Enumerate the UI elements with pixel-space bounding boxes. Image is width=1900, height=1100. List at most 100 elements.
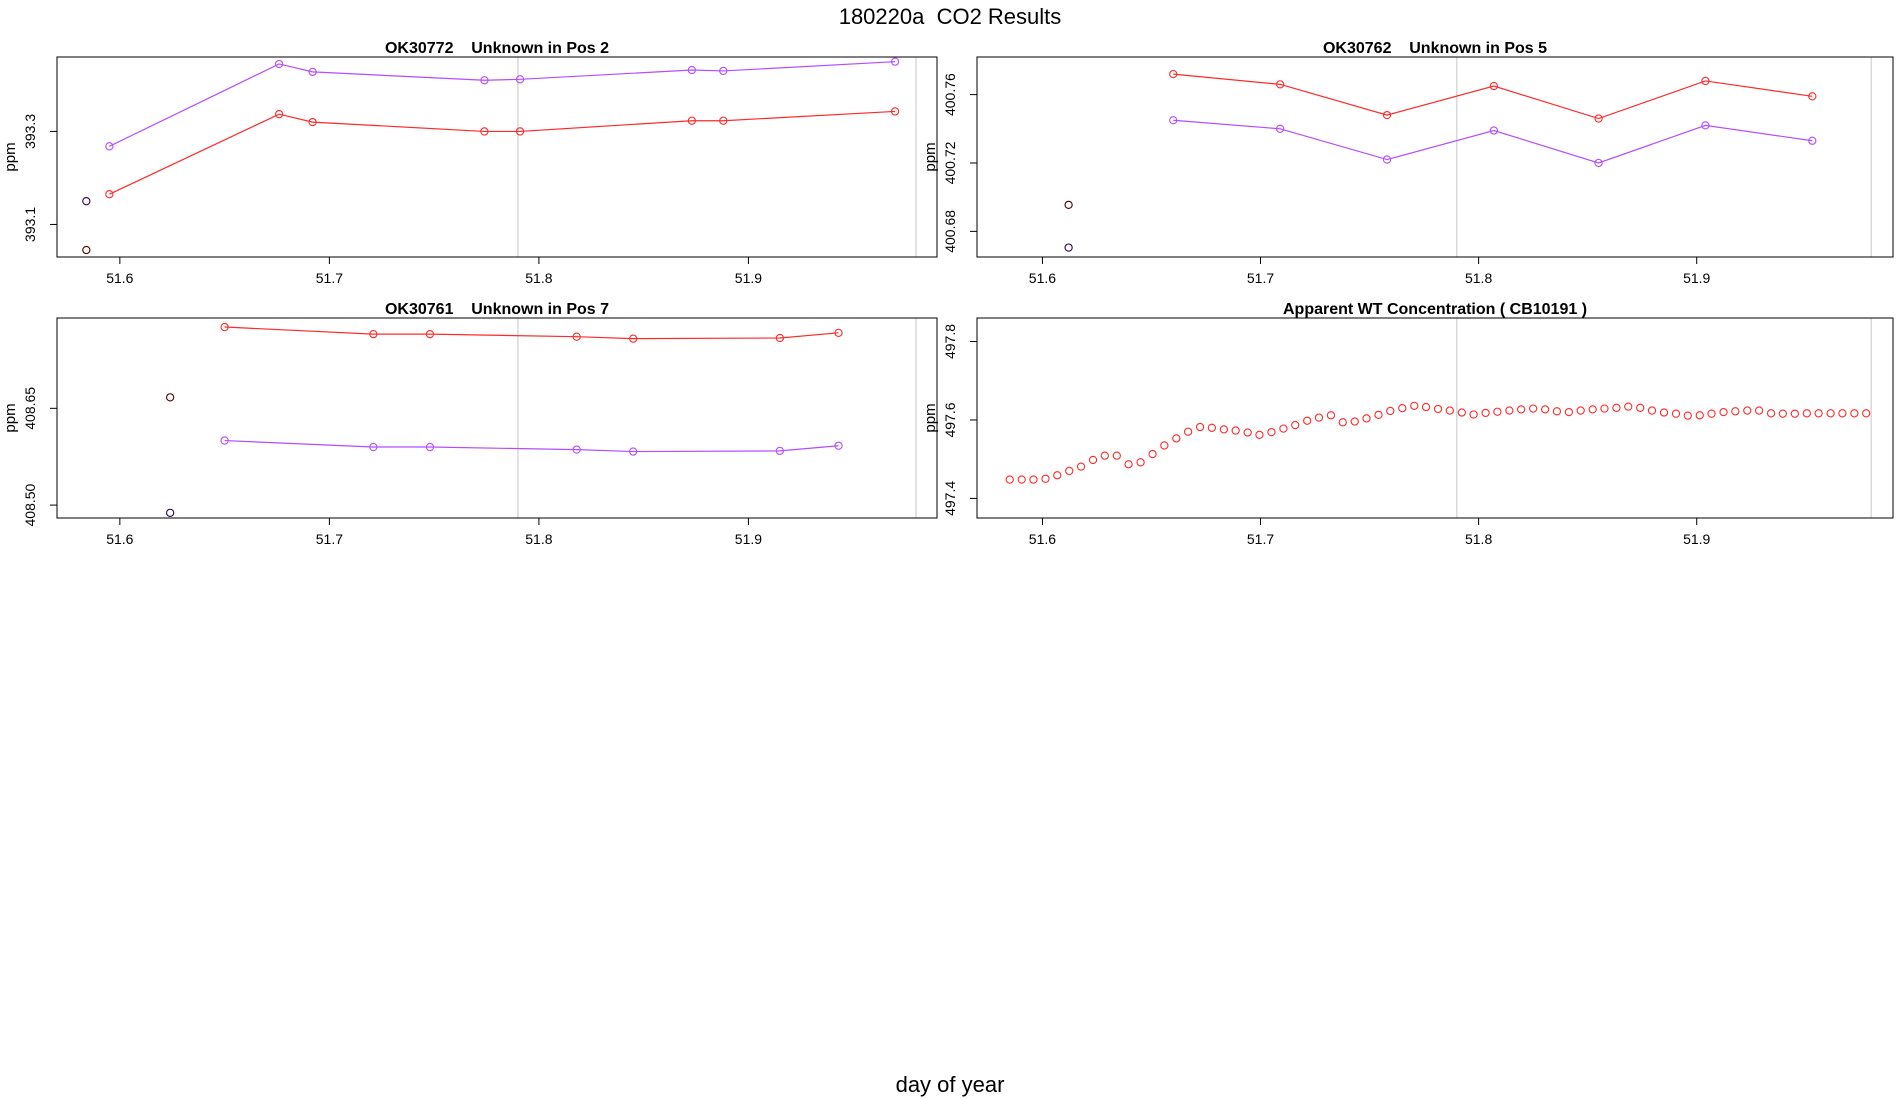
panel-1: OK30772 Unknown in Pos 2 ppm 51.6 51.7 51.8 5…	[2, 40, 938, 286]
series-line-purple	[109, 61, 896, 147]
data-point-wt	[1350, 417, 1359, 426]
data-point-red	[1169, 69, 1178, 79]
panel-4: Apparent WT Concentration ( CB10191 ) ppm…	[922, 301, 1894, 547]
data-point-wt	[1814, 409, 1823, 418]
data-point-wt	[1493, 407, 1502, 416]
data-point-wt	[1528, 404, 1538, 413]
data-point-purple	[1169, 116, 1178, 125]
x-tick-label: 51.7	[1247, 531, 1274, 547]
x-tick-label: 51.7	[1247, 270, 1274, 286]
plot-frame	[976, 56, 1894, 258]
data-point-red	[220, 322, 229, 332]
data-point-wt	[1695, 411, 1704, 420]
data-point-wt	[1100, 451, 1109, 460]
data-point-wt	[1386, 406, 1395, 416]
series-line-red	[109, 110, 896, 195]
data-point-red	[515, 127, 525, 136]
data-point-wt	[1255, 430, 1264, 440]
data-point-wt	[1790, 409, 1800, 418]
data-point-wt	[1719, 407, 1728, 417]
reference-point	[165, 508, 175, 517]
data-point-red	[480, 127, 489, 136]
y-tick-label: 408.65	[22, 387, 38, 430]
data-point-wt	[1076, 462, 1086, 471]
data-point-red	[629, 334, 638, 343]
data-point-wt	[1112, 451, 1121, 460]
data-point-red	[572, 332, 581, 341]
panel-title: OK30761 Unknown in Pos 7	[385, 301, 609, 318]
x-tick-label: 51.6	[1029, 531, 1056, 547]
y-tick-label: 400.72	[942, 141, 958, 184]
series-line-red	[1173, 73, 1813, 120]
data-point-wt	[1588, 405, 1597, 414]
data-point-wt	[1862, 409, 1871, 418]
data-point-wt	[1243, 428, 1252, 437]
data-point-red	[1701, 76, 1710, 86]
data-point-wt	[1303, 416, 1312, 425]
data-point-purple	[572, 445, 581, 454]
y-axis-label: ppm	[2, 403, 19, 432]
plot-frame	[56, 317, 938, 519]
data-point-red	[1276, 80, 1285, 89]
data-point-purple	[890, 57, 900, 66]
data-point-wt	[1612, 403, 1621, 412]
data-point-wt	[1267, 427, 1276, 437]
data-point-wt	[1671, 409, 1681, 418]
y-tick-label: 400.68	[942, 210, 958, 253]
x-tick-label: 51.9	[1683, 270, 1710, 286]
data-point-purple	[719, 66, 728, 76]
data-point-red	[775, 333, 785, 343]
reference-point	[82, 245, 91, 255]
data-point-wt	[1195, 422, 1205, 432]
data-point-wt	[1421, 402, 1431, 412]
x-tick-label: 51.8	[525, 531, 552, 547]
data-point-red	[1808, 92, 1817, 101]
data-point-wt	[1279, 424, 1288, 433]
panel-title: OK30772 Unknown in Pos 2	[385, 40, 609, 57]
series-line-purple	[224, 439, 839, 453]
data-point-wt	[1314, 413, 1324, 422]
data-point-wt	[1683, 411, 1692, 420]
y-tick-label: 393.3	[22, 114, 38, 149]
panel-title: Apparent WT Concentration ( CB10191 )	[1283, 301, 1587, 318]
data-point-wt	[1636, 403, 1645, 412]
x-tick-label: 51.9	[735, 531, 762, 547]
y-axis-label: ppm	[2, 142, 19, 171]
data-point-purple	[369, 442, 378, 452]
data-point-wt	[1481, 408, 1490, 418]
data-point-purple	[105, 142, 114, 151]
data-point-purple	[834, 441, 843, 450]
data-point-purple	[274, 59, 284, 69]
data-point-wt	[1826, 409, 1835, 418]
plot-frame	[976, 317, 1894, 519]
x-tick-label: 51.8	[525, 270, 552, 286]
data-point-purple	[425, 442, 435, 452]
data-point-red	[1594, 114, 1603, 123]
x-tick-label: 51.8	[1465, 270, 1492, 286]
data-point-wt	[1136, 458, 1145, 467]
y-tick-label: 408.50	[22, 483, 38, 526]
data-point-wt	[1564, 407, 1574, 417]
data-point-wt	[1624, 402, 1633, 411]
data-point-red	[105, 190, 114, 199]
y-tick-label: 497.6	[942, 402, 958, 437]
y-axis-label: ppm	[922, 142, 939, 171]
data-point-wt	[1231, 426, 1240, 435]
data-point-wt	[1433, 404, 1443, 414]
data-point-purple	[515, 75, 525, 84]
data-point-purple	[220, 436, 229, 445]
data-point-purple	[480, 76, 489, 85]
data-point-purple	[1594, 158, 1603, 168]
x-tick-label: 51.6	[106, 270, 133, 286]
data-point-wt	[1552, 407, 1562, 416]
data-point-wt	[1838, 409, 1847, 418]
y-tick-label: 400.76	[942, 73, 958, 116]
x-axis-label: day of year	[895, 1072, 1005, 1097]
data-point-wt	[1338, 418, 1347, 427]
x-tick-label: 51.9	[735, 270, 762, 286]
y-tick-label: 393.1	[22, 207, 38, 242]
data-point-purple	[1701, 121, 1710, 130]
data-point-wt	[1041, 474, 1050, 483]
data-point-red	[308, 117, 317, 127]
data-point-purple	[1276, 124, 1285, 133]
